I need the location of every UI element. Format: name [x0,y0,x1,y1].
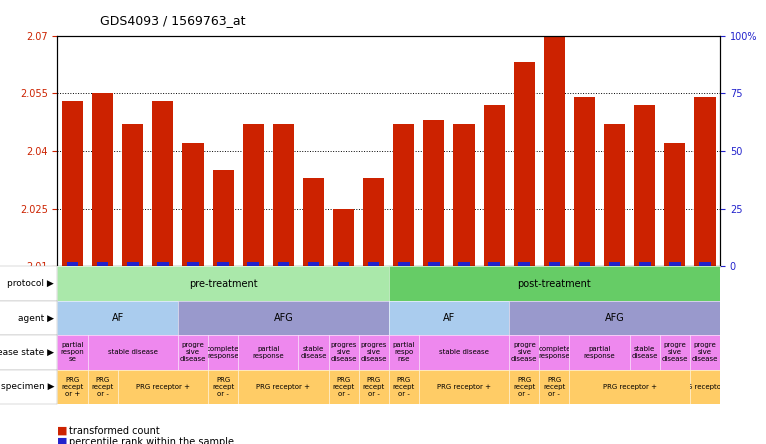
Bar [62,101,83,266]
Text: PRG receptor +: PRG receptor + [136,384,190,390]
Text: complete
response: complete response [207,346,239,359]
Text: partial
response: partial response [584,346,615,359]
Text: PRG
recept
or -: PRG recept or - [91,377,114,397]
Text: AFG: AFG [273,313,293,323]
Bar [338,262,349,266]
Bar [634,105,655,266]
Bar [548,262,560,266]
Bar [483,105,505,266]
Bar [669,262,681,266]
Text: progre
sive
disease: progre sive disease [662,342,688,362]
Text: progres
sive
disease: progres sive disease [330,342,357,362]
Bar [578,262,591,266]
Text: transformed count: transformed count [69,426,159,436]
Bar [514,63,535,266]
Text: stable
disease: stable disease [631,346,658,359]
Text: PRG
recept
or -: PRG recept or - [212,377,234,397]
Bar [92,93,113,266]
Text: PRG
recept
or +: PRG recept or + [61,377,83,397]
Text: progre
sive
disease: progre sive disease [511,342,538,362]
Bar [368,262,379,266]
Text: AF: AF [112,313,124,323]
Bar [157,262,169,266]
Bar [428,262,440,266]
Bar [695,97,715,266]
Bar [127,262,139,266]
Bar [273,124,294,266]
Bar [303,178,324,266]
Bar [544,36,565,266]
Text: stable disease: stable disease [108,349,158,356]
Text: disease state ▶: disease state ▶ [0,348,54,357]
Bar [609,262,620,266]
Text: PRG
recept
or -: PRG recept or - [543,377,565,397]
Text: complete
response: complete response [538,346,571,359]
Text: PRG
recept
or -: PRG recept or - [513,377,535,397]
Text: AF: AF [443,313,455,323]
Bar [308,262,319,266]
Text: progre
sive
disease: progre sive disease [180,342,206,362]
Bar [458,262,470,266]
Bar [218,262,229,266]
Bar [699,262,711,266]
Bar [97,262,109,266]
Text: percentile rank within the sample: percentile rank within the sample [69,437,234,444]
Bar [123,124,143,266]
Bar [243,124,264,266]
Text: partial
response: partial response [253,346,284,359]
Text: PRG receptor +: PRG receptor + [603,384,656,390]
Text: PRG receptor +: PRG receptor + [678,384,732,390]
Bar [639,262,650,266]
Text: PRG
recept
or -: PRG recept or - [332,377,355,397]
Text: AFG: AFG [604,313,624,323]
Bar [398,262,410,266]
Text: PRG
recept
or -: PRG recept or - [393,377,415,397]
Bar [393,124,414,266]
Text: post-treatment: post-treatment [518,278,591,289]
Text: progre
sive
disease: progre sive disease [692,342,719,362]
Bar [67,262,78,266]
Bar [187,262,199,266]
Text: stable disease: stable disease [439,349,489,356]
Text: progres
sive
disease: progres sive disease [361,342,387,362]
Text: PRG
recept
or -: PRG recept or - [362,377,385,397]
Text: partial
respon
se: partial respon se [61,342,84,362]
Text: agent ▶: agent ▶ [18,313,54,322]
Bar [574,97,595,266]
Bar [519,262,530,266]
Text: specimen ▶: specimen ▶ [1,382,54,391]
Bar [152,101,173,266]
Bar [247,262,259,266]
Bar [604,124,625,266]
Text: partial
respo
nse: partial respo nse [392,342,415,362]
Bar [424,120,444,266]
Bar [333,209,354,266]
Bar [277,262,289,266]
Text: GDS4093 / 1569763_at: GDS4093 / 1569763_at [100,14,245,27]
Bar [453,124,475,266]
Text: stable
disease: stable disease [300,346,326,359]
Bar [212,170,234,266]
Bar [363,178,385,266]
Bar [664,143,686,266]
Text: ■: ■ [57,426,68,436]
Text: pre-treatment: pre-treatment [188,278,257,289]
Text: PRG receptor +: PRG receptor + [437,384,491,390]
Text: PRG receptor +: PRG receptor + [257,384,310,390]
Text: protocol ▶: protocol ▶ [7,279,54,288]
Bar [182,143,204,266]
Text: ■: ■ [57,437,68,444]
Bar [489,262,500,266]
